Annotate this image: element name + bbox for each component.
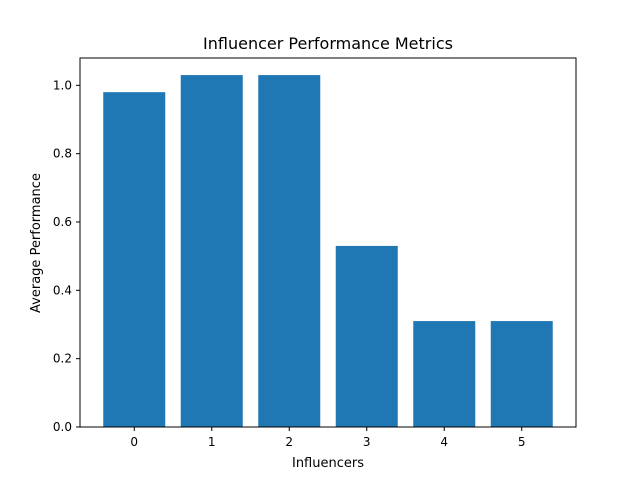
- x-axis-label: Influencers: [292, 456, 364, 471]
- bar-3: [335, 245, 398, 427]
- x-tick-label: 4: [440, 435, 448, 449]
- y-tick-label: 0.6: [53, 215, 72, 229]
- y-axis-ticks: 0.0 0.2 0.4 0.6 0.8 1.0: [53, 78, 80, 434]
- chart-title: Influencer Performance Metrics: [203, 34, 453, 53]
- bar-2: [258, 75, 321, 427]
- x-axis-ticks: 0 1 2 3 4 5: [130, 427, 526, 449]
- y-tick-label: 0.0: [53, 420, 72, 434]
- bar-4: [413, 321, 476, 427]
- x-tick-label: 5: [518, 435, 526, 449]
- plot-frame: [79, 57, 577, 428]
- x-tick-label: 3: [363, 435, 371, 449]
- y-axis-label: Average Performance: [29, 173, 44, 313]
- bars-group: [103, 75, 553, 428]
- bar-5: [490, 321, 553, 427]
- y-tick-label: 0.2: [53, 352, 72, 366]
- x-tick-label: 0: [130, 435, 138, 449]
- x-tick-label: 2: [285, 435, 293, 449]
- y-tick-label: 0.4: [53, 283, 72, 297]
- x-tick-label: 1: [208, 435, 216, 449]
- bar-1: [180, 75, 243, 427]
- y-tick-label: 0.8: [53, 147, 72, 161]
- bar-0: [103, 92, 166, 428]
- y-tick-label: 1.0: [53, 78, 72, 92]
